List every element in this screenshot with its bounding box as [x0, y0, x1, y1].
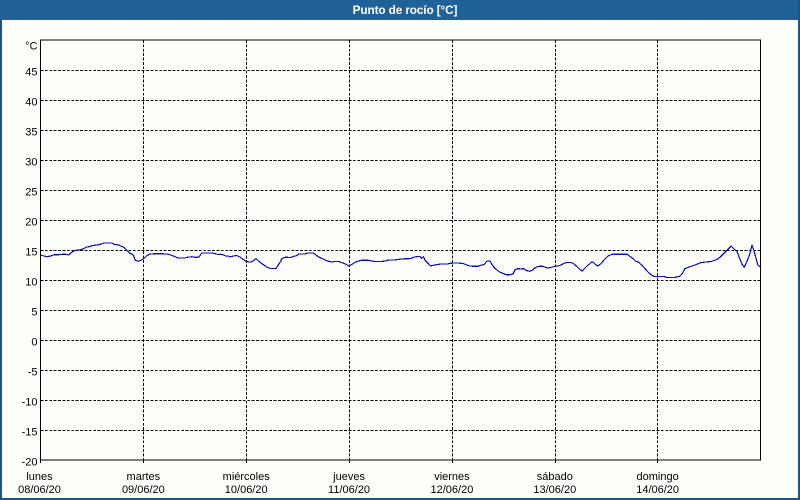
svg-text:sábado: sábado [537, 471, 573, 483]
svg-text:40: 40 [25, 97, 37, 109]
svg-text:12/06/20: 12/06/20 [431, 484, 474, 496]
svg-text:0: 0 [31, 337, 37, 349]
svg-text:08/06/20: 08/06/20 [18, 484, 61, 496]
svg-text:martes: martes [127, 471, 161, 483]
svg-text:11/06/20: 11/06/20 [328, 484, 370, 496]
svg-text:lunes: lunes [26, 471, 53, 483]
svg-text:°C: °C [25, 41, 37, 53]
svg-text:20: 20 [25, 217, 37, 229]
svg-text:10/06/20: 10/06/20 [225, 484, 268, 496]
svg-text:-10: -10 [22, 397, 38, 409]
svg-text:domingo: domingo [637, 471, 679, 483]
svg-text:30: 30 [25, 157, 37, 169]
svg-text:miércoles: miércoles [223, 471, 271, 483]
svg-text:5: 5 [31, 307, 37, 319]
svg-text:35: 35 [25, 127, 37, 139]
svg-text:-20: -20 [22, 457, 38, 469]
svg-text:15: 15 [25, 247, 37, 259]
svg-text:jueves: jueves [332, 471, 365, 483]
svg-text:25: 25 [25, 187, 37, 199]
svg-text:-15: -15 [22, 427, 38, 439]
svg-text:-5: -5 [28, 367, 38, 379]
svg-text:13/06/20: 13/06/20 [533, 484, 576, 496]
svg-text:10: 10 [25, 277, 37, 289]
svg-text:viernes: viernes [434, 471, 470, 483]
svg-text:14/06/20: 14/06/20 [636, 484, 679, 496]
svg-text:09/06/20: 09/06/20 [122, 484, 165, 496]
svg-text:45: 45 [25, 67, 37, 79]
